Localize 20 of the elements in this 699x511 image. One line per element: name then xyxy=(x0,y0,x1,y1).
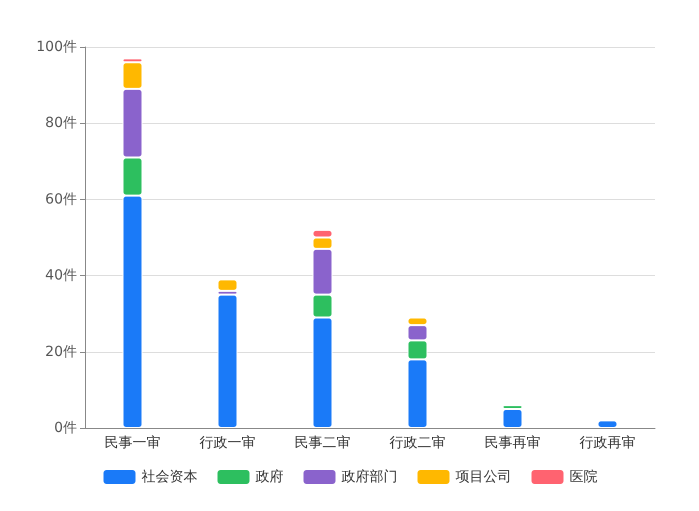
bar xyxy=(218,294,238,428)
legend-label: 政府 xyxy=(256,469,284,485)
legend-label: 社会资本 xyxy=(142,469,198,485)
x-tick-label: 行政一审 xyxy=(200,435,256,451)
legend-label: 项目公司 xyxy=(456,469,512,485)
y-tick-label: 100件 xyxy=(36,39,77,55)
y-tick-label: 0件 xyxy=(54,420,77,436)
y-tick-label: 20件 xyxy=(45,344,77,360)
x-tick-label: 民事二审 xyxy=(294,435,350,451)
y-tick-label: 40件 xyxy=(45,268,77,284)
y-tick-label: 80件 xyxy=(45,115,77,132)
bar xyxy=(502,408,522,428)
x-tick-label: 行政二审 xyxy=(390,435,446,451)
legend-label: 医院 xyxy=(570,469,598,485)
bar xyxy=(218,279,238,291)
y-tick-label: 60件 xyxy=(45,191,77,208)
x-tick-label: 行政再审 xyxy=(580,435,636,451)
legend-label: 政府部门 xyxy=(342,469,398,485)
x-tick-label: 民事一审 xyxy=(104,435,160,451)
x-tick-label: 民事再审 xyxy=(484,435,540,451)
